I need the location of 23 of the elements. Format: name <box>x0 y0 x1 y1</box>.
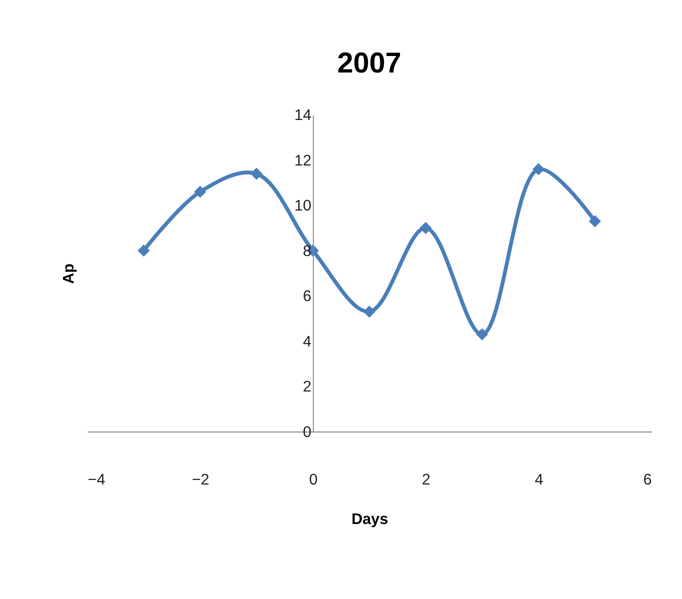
y-tick-label: 14 <box>294 107 312 124</box>
y-tick-label: 8 <box>302 242 312 260</box>
point <box>363 306 376 318</box>
y-tick-label: 12 <box>294 152 312 170</box>
x-tick-label: 2 <box>422 472 430 489</box>
x-tick-label: 6 <box>643 472 652 489</box>
y-tick-label: 10 <box>294 198 312 215</box>
point <box>476 328 488 340</box>
y-tick-label: 6 <box>302 288 312 306</box>
y-tick-label: 2 <box>302 378 312 396</box>
point <box>588 215 601 228</box>
x-tick-label: 4 <box>534 472 544 489</box>
x-tick-label: −2 <box>192 472 210 489</box>
chart-title: 2007 <box>337 48 402 80</box>
y-tick-label: 4 <box>302 333 312 350</box>
point <box>138 244 150 257</box>
y-axis-title: Ap <box>60 263 78 284</box>
y-tick-label: 0 <box>302 424 312 441</box>
point <box>420 222 432 234</box>
x-tick-label: −4 <box>88 472 106 489</box>
x-axis-title: Days <box>351 511 388 528</box>
point <box>250 168 263 180</box>
point <box>194 186 206 198</box>
